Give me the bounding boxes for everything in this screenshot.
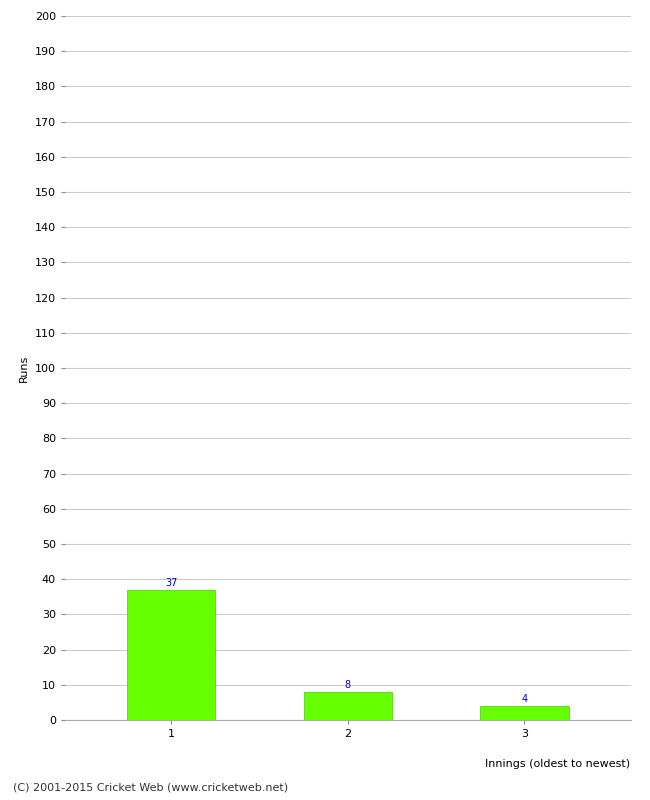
Bar [304,692,392,720]
Y-axis label: Runs: Runs [20,354,29,382]
Bar [480,706,569,720]
Text: 4: 4 [521,694,528,704]
Text: (C) 2001-2015 Cricket Web (www.cricketweb.net): (C) 2001-2015 Cricket Web (www.cricketwe… [13,782,288,792]
Text: 8: 8 [344,680,351,690]
Text: 37: 37 [165,578,177,588]
Bar [127,590,215,720]
Text: Innings (oldest to newest): Innings (oldest to newest) [486,758,630,769]
